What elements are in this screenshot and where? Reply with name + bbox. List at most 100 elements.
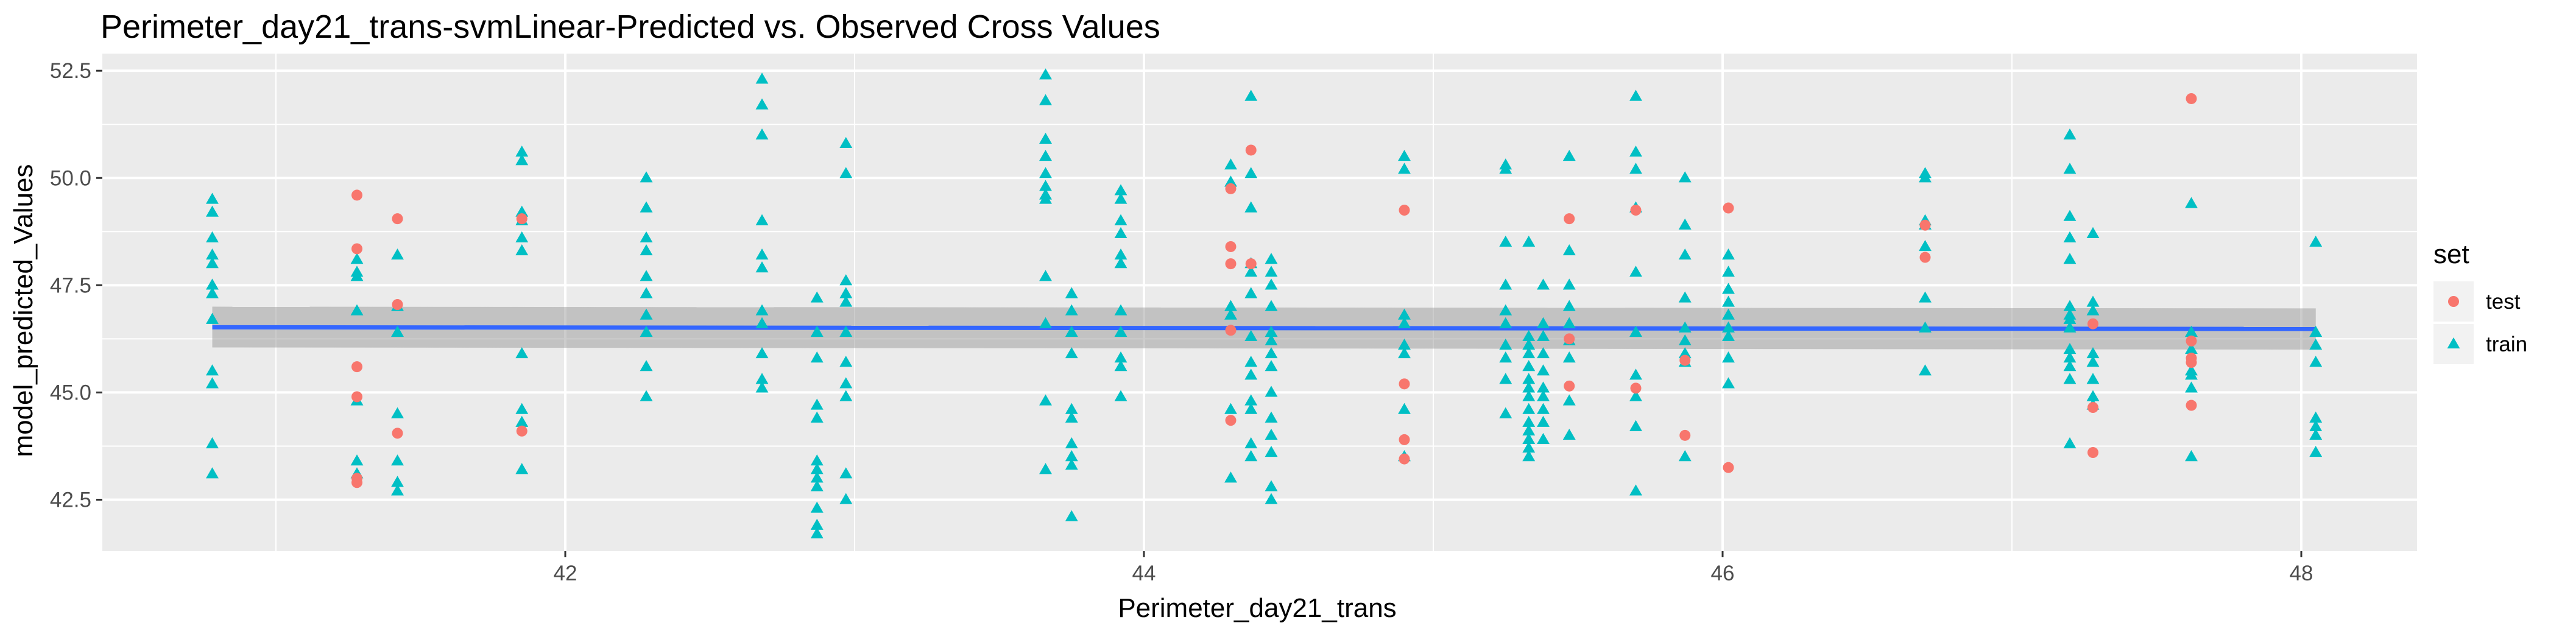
y-axis-title: model_predicted_Values: [9, 164, 38, 457]
data-point-train: [2063, 231, 2077, 243]
data-point-test: [2186, 93, 2197, 104]
data-point-train: [839, 287, 853, 298]
data-point-train: [810, 480, 824, 491]
data-point-train: [755, 317, 769, 328]
data-point-train: [1919, 321, 1932, 333]
data-point-train: [1537, 381, 1550, 393]
data-point-train: [206, 287, 219, 298]
data-point-train: [1499, 317, 1512, 328]
data-point-train: [1114, 360, 1127, 372]
data-point-train: [206, 467, 219, 479]
data-point-test: [1225, 415, 1237, 426]
data-point-train: [1244, 90, 1258, 101]
data-point-train: [755, 373, 769, 384]
y-tick-label: 52.5: [50, 59, 91, 83]
data-point-train: [2086, 304, 2100, 315]
data-point-train: [1265, 334, 1278, 346]
data-point-train: [640, 231, 653, 243]
data-point-train: [1039, 132, 1052, 144]
data-point-test: [2186, 335, 2197, 347]
data-point-train: [1522, 432, 1536, 445]
data-point-test: [2087, 402, 2098, 414]
data-point-train: [515, 244, 529, 256]
data-point-test: [1723, 462, 1734, 473]
data-point-train: [1722, 295, 1735, 307]
data-point-train: [1244, 266, 1258, 277]
data-point-train: [640, 270, 653, 281]
data-point-train: [1265, 325, 1278, 337]
data-point-train: [1522, 424, 1536, 435]
data-point-test: [1245, 144, 1257, 156]
data-point-train: [2063, 312, 2077, 324]
data-point-train: [1114, 248, 1127, 260]
data-point-train: [1537, 432, 1550, 445]
data-point-train: [755, 72, 769, 84]
data-point-train: [515, 347, 529, 359]
data-point-train: [755, 381, 769, 393]
data-point-train: [1065, 411, 1078, 423]
data-point-test: [1225, 325, 1237, 336]
data-point-train: [810, 463, 824, 474]
data-point-train: [1398, 317, 1411, 328]
data-point-train: [1244, 329, 1258, 341]
data-point-train: [1537, 329, 1550, 341]
data-point-train: [2063, 360, 2077, 372]
data-point-train: [1499, 338, 1512, 350]
plot-panel: [102, 54, 2417, 551]
y-tick-label: 45.0: [50, 381, 91, 404]
x-tick-label: 44: [1132, 562, 1156, 585]
data-point-train: [1537, 278, 1550, 290]
data-point-train: [1722, 329, 1735, 341]
data-point-train: [1629, 90, 1642, 101]
data-point-train: [839, 356, 853, 367]
data-point-train: [1398, 150, 1411, 161]
data-point-train: [391, 407, 404, 418]
data-point-test: [1630, 382, 1642, 394]
data-point-train: [1039, 68, 1052, 80]
data-point-train: [839, 377, 853, 389]
data-point-train: [1065, 325, 1078, 337]
data-point-test: [1399, 434, 1410, 445]
data-point-test: [1399, 378, 1410, 390]
data-point-test: [1225, 183, 1237, 194]
data-point-test: [2087, 447, 2098, 459]
data-point-train: [1244, 167, 1258, 178]
data-point-train: [1114, 257, 1127, 269]
data-point-train: [640, 287, 653, 298]
data-point-train: [810, 518, 824, 530]
data-point-train: [1522, 360, 1536, 372]
data-point-train: [810, 398, 824, 410]
data-point-train: [839, 295, 853, 307]
legend-label-test: test: [2486, 290, 2521, 314]
data-point-train: [1114, 192, 1127, 204]
data-point-train: [1537, 390, 1550, 401]
legend-marker-train: [2447, 337, 2460, 349]
data-point-test: [1723, 202, 1734, 214]
regression-line: [212, 325, 2316, 331]
data-point-train: [1537, 364, 1550, 376]
data-point-train: [391, 484, 404, 496]
data-point-train: [1265, 360, 1278, 372]
data-point-train: [1499, 373, 1512, 384]
data-point-train: [1039, 317, 1052, 328]
data-point-train: [2063, 300, 2077, 311]
data-point-test: [1679, 429, 1691, 441]
data-point-train: [1039, 94, 1052, 105]
data-point-train: [810, 411, 824, 423]
data-point-train: [1265, 300, 1278, 311]
data-point-train: [2086, 356, 2100, 367]
data-point-train: [2185, 325, 2198, 337]
data-point-train: [1537, 403, 1550, 414]
data-point-train: [1678, 450, 1692, 462]
data-point-train: [1522, 450, 1536, 462]
data-point-train: [1522, 403, 1536, 414]
data-point-train: [1562, 317, 1576, 328]
data-point-train: [1562, 351, 1576, 363]
data-point-train: [1265, 411, 1278, 423]
data-point-train: [1629, 325, 1642, 337]
data-point-train: [1722, 283, 1735, 294]
chart-title: Perimeter_day21_trans-svmLinear-Predicte…: [101, 9, 1160, 45]
data-point-train: [1398, 163, 1411, 174]
data-point-train: [640, 244, 653, 256]
